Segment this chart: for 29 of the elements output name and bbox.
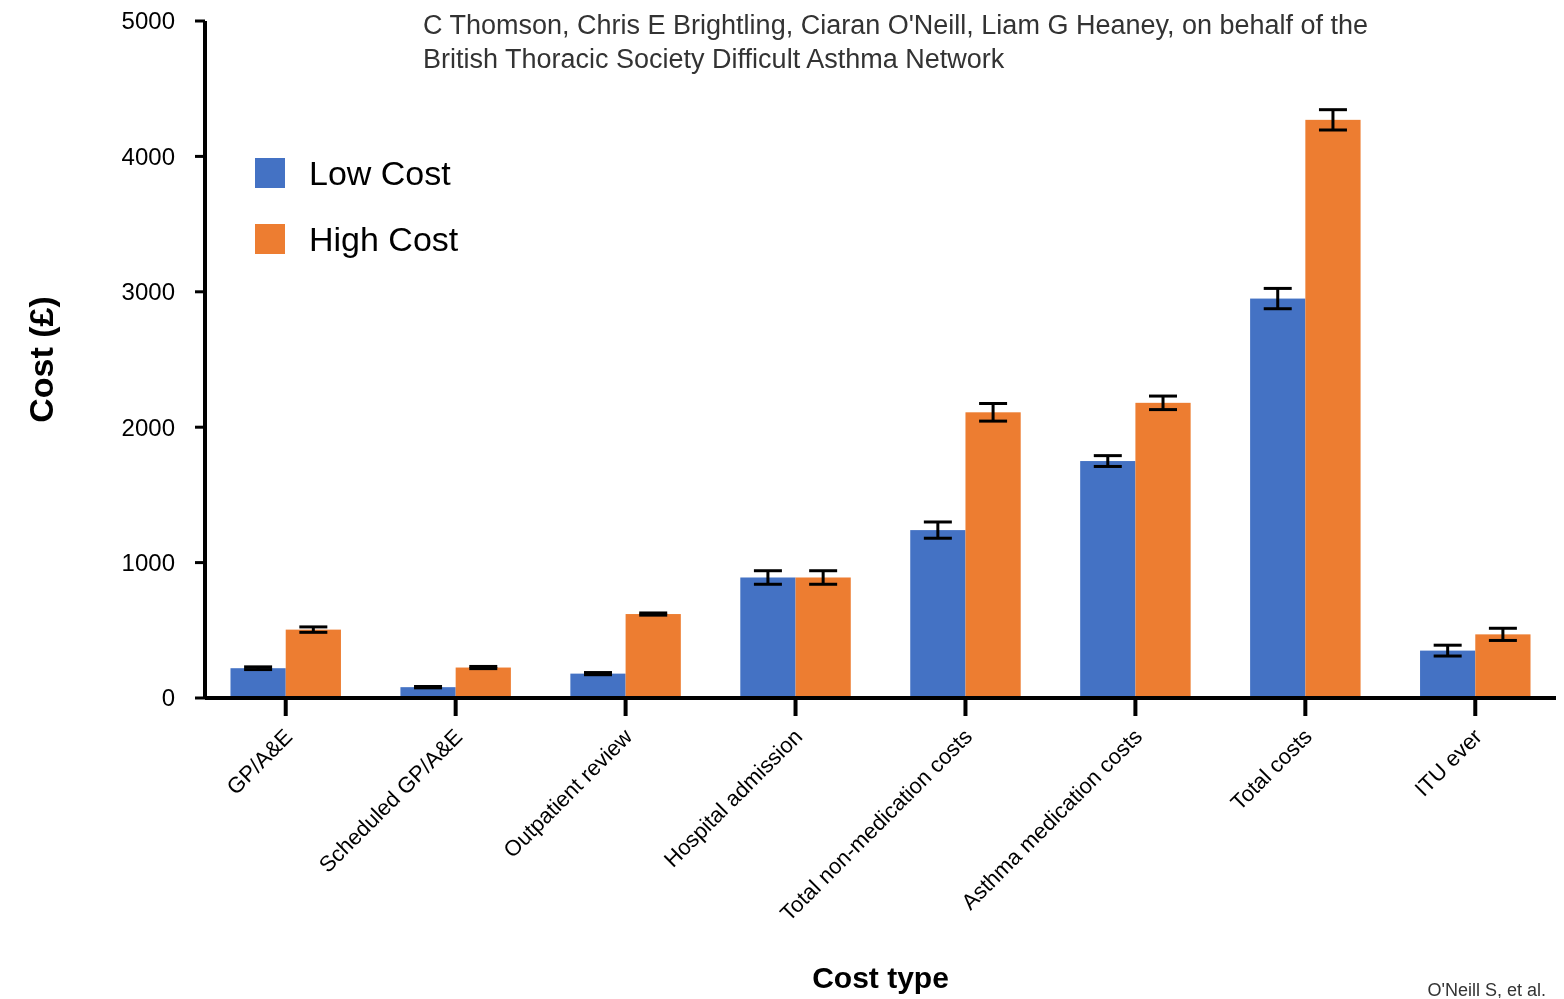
annotation: C Thomson, Chris E Brightling, Ciaran O'Neill, Liam G Heaney, on behalf of the bbox=[423, 10, 1369, 40]
bar bbox=[795, 577, 851, 698]
bar bbox=[1420, 650, 1476, 698]
y-tick-label: 1000 bbox=[121, 549, 175, 576]
bar bbox=[910, 530, 966, 698]
text: O'Neill S, et al. bbox=[1427, 980, 1546, 999]
x-tick-label: ITU ever bbox=[1409, 723, 1487, 802]
y-tick-label: 2000 bbox=[121, 413, 175, 441]
y-tick-label: 4000 bbox=[121, 142, 175, 170]
bar bbox=[230, 668, 286, 698]
bar bbox=[625, 614, 681, 698]
legend-label: High Cost bbox=[309, 219, 459, 258]
bar bbox=[1135, 402, 1191, 698]
bar bbox=[740, 577, 796, 698]
x-axis-title: Cost type bbox=[812, 961, 949, 994]
bar bbox=[455, 667, 511, 698]
bar bbox=[965, 412, 1021, 698]
bar bbox=[285, 629, 341, 698]
bar bbox=[570, 673, 626, 698]
y-axis-title: Cost (£) bbox=[22, 296, 60, 423]
bar bbox=[1475, 634, 1531, 698]
y-tick-label: 5000 bbox=[121, 7, 175, 35]
y-tick-label: 3000 bbox=[121, 278, 175, 306]
annotation: British Thoracic Society Difficult Asthma Network bbox=[423, 44, 1005, 74]
bar bbox=[1080, 461, 1136, 698]
legend-label: Low Cost bbox=[309, 153, 452, 192]
bar bbox=[1250, 298, 1306, 698]
y-tick-label: 0 bbox=[161, 684, 175, 712]
bar bbox=[1305, 119, 1361, 698]
